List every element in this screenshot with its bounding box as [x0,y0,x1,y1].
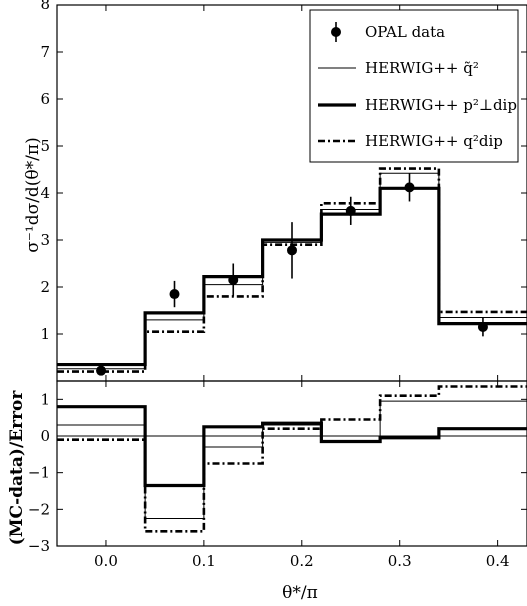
data-point [287,245,297,256]
ratio-series-thin [57,400,527,519]
data-point [477,321,488,332]
ratio-y-tick-label: −3 [28,537,50,555]
legend-entry-label: OPAL data [365,23,445,41]
ratio-y-tick-label: 1 [40,390,50,408]
x-tick-label: 0.0 [94,552,118,570]
main-y-axis-title: σ⁻¹dσ/d(θ*/π) [23,137,43,252]
ratio-y-tick-label: −1 [28,464,50,482]
main-y-tick-label: 6 [40,90,50,108]
x-tick-label: 0.3 [388,552,412,570]
data-point [96,365,107,376]
x-tick-label: 0.4 [486,552,510,570]
legend-entry-label: HERWIG++ p²⊥dip [365,96,517,114]
ratio-series-thick [57,405,527,488]
legend-entry-label: HERWIG++ q²dip [365,132,503,150]
x-tick-label: 0.1 [192,552,216,570]
ratio-y-axis-title: (MC-data)/Error [7,390,27,546]
legend-marker-point [331,27,341,37]
x-tick-label: 0.2 [290,552,314,570]
main-y-tick-label: 3 [40,231,50,249]
main-panel: 1 2 3 4 5 6 7 OPAL data HERWIG++ q̃² HERWIG++ p²⊥… [40,4,527,382]
ratio-panel: 1 0 −1 −2 −3 0.0 0.1 0.2 0.3 0.4 [28,380,527,570]
legend-entry-label: HERWIG++ q̃² [365,59,479,77]
main-y-tick-label: 2 [40,278,50,296]
ratio-y-tick-label: −2 [28,500,50,518]
main-y-tick-label: 7 [40,43,50,61]
data-point [345,205,356,216]
data-point [228,274,239,285]
ratio-frame [56,380,527,547]
data-point [404,182,415,193]
main-y-tick-label: 4 [40,184,50,202]
ratio-y-tick-label: 0 [40,427,50,445]
top-y-tick-label: 8 [40,0,50,13]
x-axis-title: θ*/π [282,583,318,603]
main-y-tick-label: 5 [40,137,50,155]
legend-box [309,9,519,163]
data-point [169,289,180,300]
main-y-tick-label: 1 [40,325,50,343]
